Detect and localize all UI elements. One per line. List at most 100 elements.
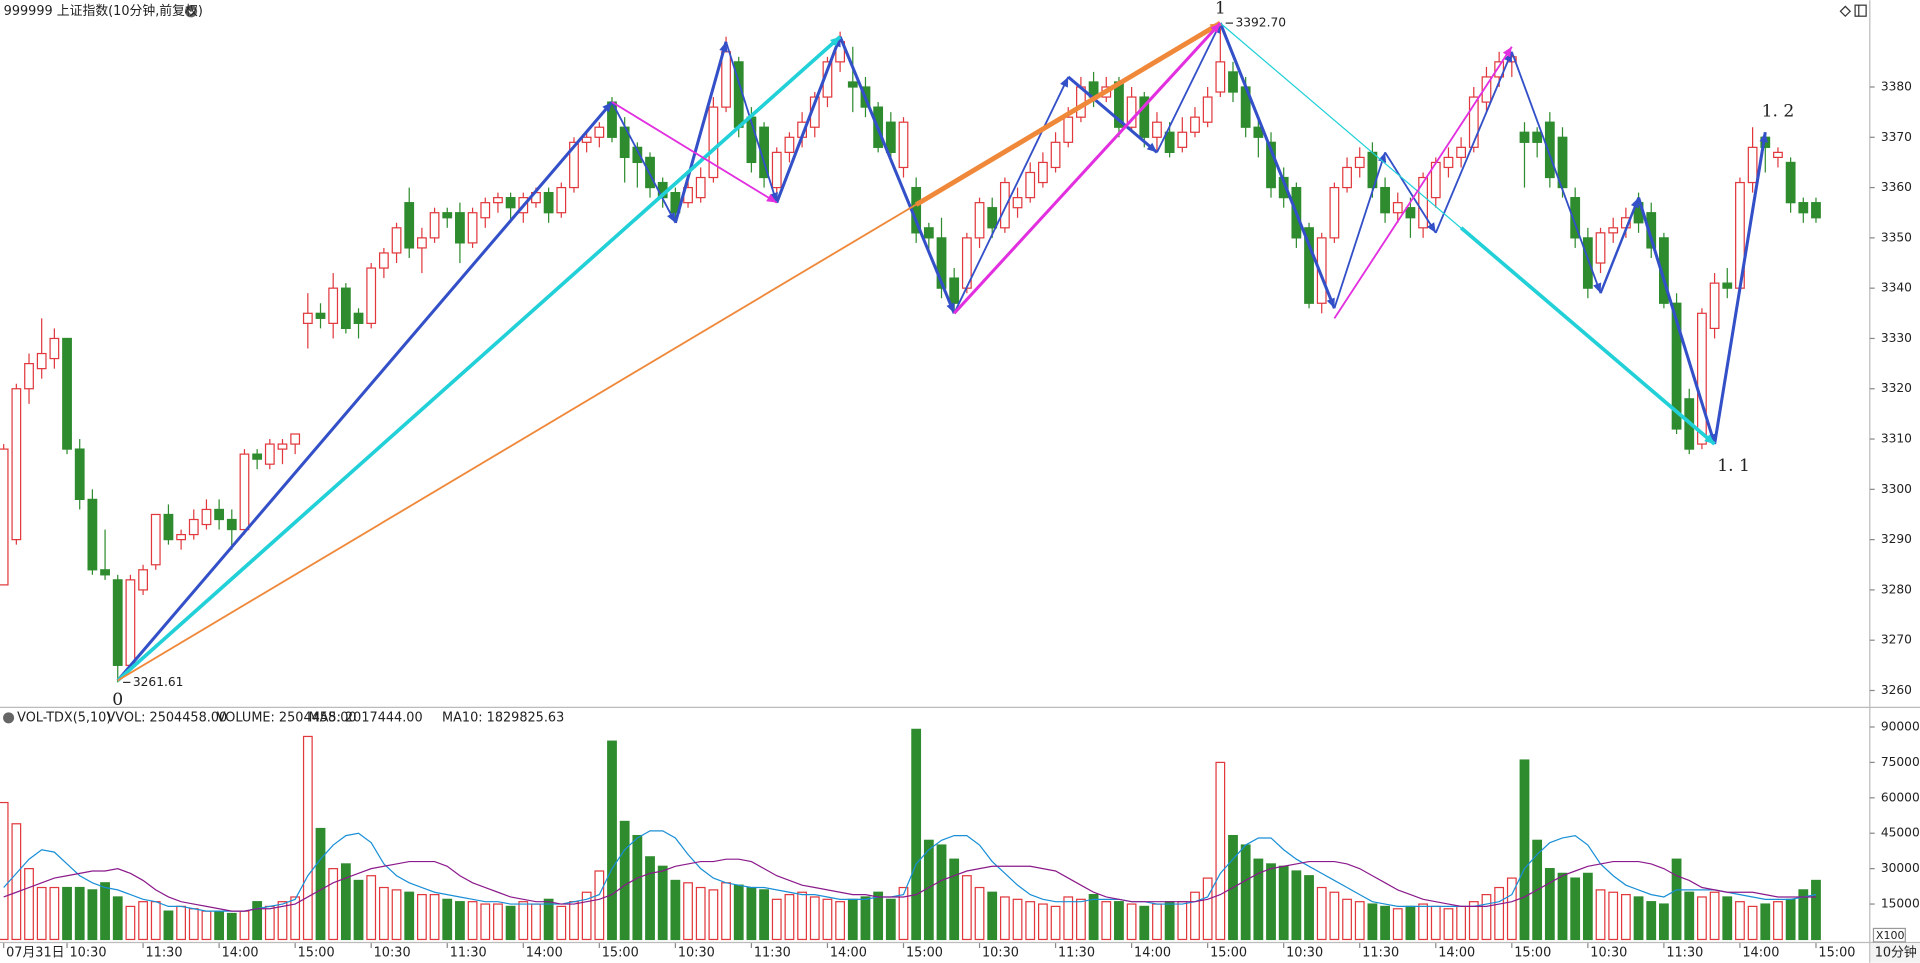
y-tick-label: 3260 (1881, 683, 1912, 697)
candle-body (11, 388, 22, 541)
candle-body (138, 569, 148, 591)
volume-bar (1557, 872, 1568, 941)
candle-body (999, 181, 1010, 229)
period-box[interactable] (1871, 943, 1920, 963)
candle-body (302, 312, 313, 324)
wave-label: 1. 1 (1717, 456, 1750, 476)
volume-bar (1304, 875, 1314, 941)
diamond-icon[interactable] (1839, 5, 1852, 18)
x-tick-label: 11:30 (450, 945, 487, 960)
trend-line (116, 35, 842, 682)
volume-bar (1316, 886, 1327, 941)
candle-body (366, 267, 377, 324)
y-tick-label: 3300 (1881, 482, 1912, 496)
annotation-label: 3392.70 (1235, 16, 1286, 30)
candle-body (594, 126, 605, 138)
volume-bar (1760, 903, 1771, 941)
arrow-head (667, 212, 676, 223)
arrow-head (1704, 434, 1715, 445)
x-tick-label: 11:30 (1362, 945, 1399, 960)
y-tick-label: 3320 (1881, 381, 1912, 395)
candle-body (1747, 146, 1758, 184)
x-tick-label: 10:30 (678, 945, 715, 960)
volume-bar (1722, 896, 1733, 941)
x-tick-label: 07月31日 (6, 945, 64, 960)
candle-body (480, 202, 491, 219)
volume-bar (163, 910, 174, 941)
volume-bar (391, 889, 402, 941)
volume-bar (1190, 891, 1200, 941)
volume-bar (822, 898, 833, 941)
vol-menu-icon[interactable] (3, 712, 15, 724)
candle-body (1392, 202, 1403, 214)
volume-bar (1405, 905, 1416, 941)
volume-bar (657, 865, 668, 941)
candle-body (1405, 207, 1416, 219)
volume-bar (809, 896, 820, 941)
candle-body (1266, 141, 1276, 189)
volume-bar (1101, 901, 1112, 941)
arrow-head (1502, 46, 1512, 58)
trend-line (1510, 51, 1602, 294)
candle-body (632, 146, 643, 164)
candle-body (429, 212, 440, 239)
volume-bar (480, 903, 491, 941)
volume-bar (1076, 898, 1086, 941)
trend-line (1156, 22, 1222, 153)
chart-title: 999999 上证指数(10分钟,前复权) (4, 3, 203, 19)
arrow-head (1377, 152, 1387, 164)
candle-body (987, 207, 998, 229)
volume-bar (911, 728, 922, 941)
candle-body (36, 352, 47, 370)
volume-bar (416, 893, 427, 941)
trend-line (953, 76, 1070, 314)
vol-y-tick-label: 75000 (1881, 755, 1920, 769)
volume-bar (1481, 893, 1492, 941)
candle-body (391, 227, 402, 254)
volume-bar (1278, 865, 1289, 941)
trend-line (1459, 226, 1716, 446)
volume-bar (670, 879, 681, 941)
volume-bar (1164, 901, 1175, 941)
candle-body (708, 106, 719, 179)
candle-body (1481, 76, 1492, 103)
candle-body (1582, 237, 1593, 289)
trend-line (1067, 75, 1158, 154)
volume-bar (1506, 877, 1517, 941)
y-tick-label: 3340 (1881, 281, 1912, 295)
volume-bar (1038, 903, 1048, 941)
trend-line (953, 22, 1222, 315)
candle-body (1532, 131, 1543, 143)
volume-bar (784, 893, 795, 941)
window-icon[interactable] (1854, 4, 1867, 17)
volume-bar (214, 910, 225, 941)
menu-icon-arrow (187, 9, 195, 15)
candle-body (1773, 151, 1783, 159)
volume-bar (974, 886, 985, 941)
volume-bar (455, 901, 465, 941)
candle-body (1190, 116, 1200, 133)
vol-y-tick-label: 45000 (1881, 826, 1920, 840)
candle-body (1798, 202, 1809, 214)
y-tick-label: 3330 (1881, 331, 1912, 345)
candle-body (340, 287, 351, 330)
trend-line (1434, 51, 1513, 234)
arrow-head (719, 41, 728, 53)
candle-body (404, 202, 415, 249)
candle-body (252, 453, 263, 460)
trend-line (1218, 22, 1336, 309)
menu-icon[interactable] (184, 5, 198, 18)
trend-line (1333, 46, 1513, 319)
candle-body (949, 277, 960, 304)
x-tick-label: 15:00 (1210, 945, 1247, 960)
vol-header: MA10: 1829825.63 (442, 710, 564, 725)
candle-body (493, 197, 503, 204)
volume-bar (74, 886, 85, 941)
candle-body (784, 136, 795, 153)
volume-bar (1266, 863, 1276, 941)
x-tick-label: 10:30 (69, 945, 106, 960)
x-tick-label: 10:30 (1286, 945, 1323, 960)
